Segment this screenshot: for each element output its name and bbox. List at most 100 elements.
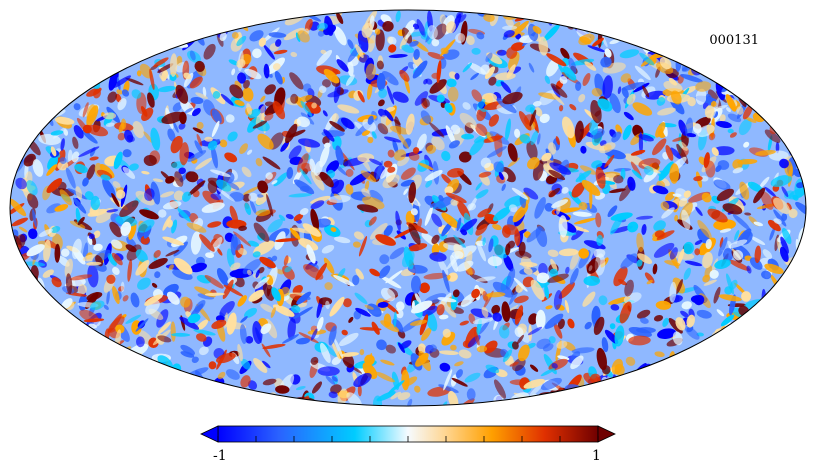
sky-blob bbox=[255, 158, 263, 167]
sky-blob bbox=[297, 30, 310, 43]
sky-blob bbox=[388, 44, 397, 53]
sky-blob bbox=[10, 50, 26, 59]
sky-blob bbox=[724, 286, 733, 295]
sky-blob bbox=[509, 361, 519, 367]
sky-blob bbox=[538, 262, 548, 276]
sky-blob bbox=[684, 260, 703, 267]
sky-blob bbox=[77, 284, 87, 295]
sky-blob bbox=[719, 114, 726, 122]
sky-blob bbox=[674, 37, 685, 48]
sky-blob bbox=[392, 91, 409, 103]
sky-blob bbox=[219, 139, 228, 148]
sky-blob bbox=[722, 369, 732, 376]
sky-blob bbox=[197, 385, 208, 398]
sky-blob bbox=[773, 19, 790, 26]
sky-blob bbox=[648, 394, 653, 406]
sky-blob bbox=[195, 157, 212, 170]
sky-blob bbox=[380, 287, 396, 302]
sky-blob bbox=[315, 262, 327, 281]
sky-blob bbox=[82, 367, 93, 381]
sky-blob bbox=[380, 359, 395, 366]
sky-blob bbox=[485, 52, 493, 62]
sky-blob bbox=[227, 131, 238, 142]
sky-blob bbox=[547, 273, 569, 283]
sky-blob bbox=[234, 392, 247, 402]
sky-blob bbox=[157, 85, 177, 93]
sky-blob bbox=[128, 163, 139, 171]
sky-blob bbox=[393, 311, 397, 328]
sky-blob bbox=[551, 362, 558, 369]
sky-blob bbox=[389, 125, 410, 135]
sky-blob bbox=[187, 180, 206, 196]
sky-blob bbox=[558, 215, 568, 238]
sky-blob bbox=[18, 298, 29, 306]
sky-blob bbox=[111, 192, 120, 208]
sky-blob bbox=[591, 87, 603, 97]
sky-blob bbox=[169, 53, 178, 77]
sky-blob bbox=[665, 145, 674, 161]
sky-blob bbox=[244, 68, 262, 80]
sky-blob bbox=[797, 304, 806, 326]
sky-blob bbox=[54, 116, 75, 125]
sky-blob bbox=[331, 113, 339, 123]
sky-blob bbox=[770, 175, 792, 187]
sky-blob bbox=[107, 253, 117, 266]
sky-blob bbox=[298, 332, 319, 344]
sky-blob bbox=[289, 399, 305, 406]
sky-blob bbox=[604, 48, 612, 58]
sky-blob bbox=[670, 31, 685, 48]
sky-blob bbox=[127, 388, 144, 398]
sky-blob bbox=[491, 304, 501, 315]
sky-blob bbox=[441, 150, 451, 162]
sky-blob bbox=[684, 394, 690, 406]
sky-blob bbox=[799, 161, 805, 173]
sky-blob bbox=[741, 291, 752, 302]
sky-blob bbox=[26, 384, 34, 390]
sky-blob bbox=[246, 149, 253, 155]
sky-blob bbox=[611, 131, 622, 143]
sky-blob bbox=[550, 258, 558, 272]
sky-blob bbox=[367, 136, 374, 144]
sky-blob bbox=[556, 340, 568, 349]
sky-blob bbox=[775, 338, 784, 344]
sky-blob bbox=[242, 258, 262, 275]
sky-blob bbox=[84, 385, 100, 397]
sky-blob bbox=[33, 77, 44, 96]
sky-blob bbox=[405, 210, 415, 226]
sky-blob bbox=[26, 402, 34, 406]
sky-blob bbox=[595, 166, 606, 189]
sky-blob bbox=[540, 10, 551, 21]
sky-blob bbox=[180, 351, 195, 358]
sky-blob bbox=[744, 47, 755, 58]
sky-blob bbox=[683, 190, 692, 198]
sky-blob bbox=[140, 106, 148, 117]
sky-blob bbox=[746, 265, 752, 274]
sky-blob bbox=[424, 206, 433, 226]
sky-blob bbox=[739, 181, 750, 200]
sky-blob bbox=[768, 102, 784, 124]
sky-blob bbox=[26, 302, 34, 312]
sky-blob bbox=[514, 305, 524, 325]
sky-blob bbox=[21, 58, 41, 71]
sky-blob bbox=[130, 359, 146, 378]
sky-blob bbox=[548, 169, 566, 181]
sky-blob bbox=[191, 108, 201, 117]
sky-blob bbox=[587, 260, 599, 273]
sky-blob bbox=[429, 252, 447, 262]
sky-blob bbox=[376, 160, 383, 181]
sky-blob bbox=[526, 140, 538, 160]
sky-blob bbox=[798, 142, 804, 162]
sky-blob bbox=[78, 35, 88, 50]
sky-blob bbox=[713, 179, 731, 191]
sky-blob bbox=[73, 50, 81, 57]
sky-blob bbox=[482, 92, 497, 103]
sky-blob bbox=[32, 159, 44, 177]
sky-blob bbox=[135, 260, 150, 276]
sky-blob bbox=[668, 318, 683, 334]
sky-blob bbox=[157, 335, 172, 343]
sky-blob bbox=[427, 25, 438, 40]
sky-blob bbox=[698, 343, 718, 357]
sky-blob bbox=[111, 29, 120, 47]
sky-blob bbox=[82, 69, 90, 77]
sky-blob bbox=[785, 39, 799, 46]
